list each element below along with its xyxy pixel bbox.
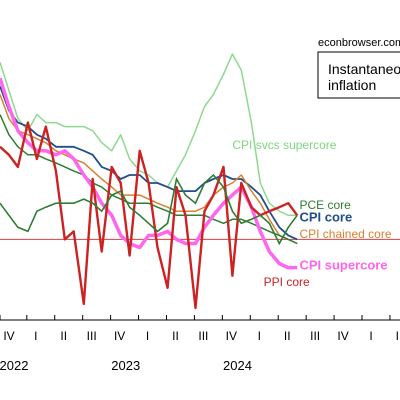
x-tick-label: III: [310, 329, 320, 343]
x-tick-label: II: [172, 329, 179, 343]
title-box: [317, 51, 400, 99]
x-tick-label: II: [60, 329, 67, 343]
x-tick-label: IV: [3, 329, 14, 343]
source-label: econbrowser.com: [318, 37, 400, 49]
x-tick-label: II: [284, 329, 291, 343]
series-label-pce-core: PCE core: [299, 198, 351, 212]
series-label-cpi-svcs-supercore: CPI svcs supercore: [232, 138, 336, 152]
tick-labels: IVIIIIIIIVIIIIIIIVIIIIIIIVIII20222023202…: [0, 315, 400, 373]
x-tick-label: IV: [114, 329, 125, 343]
chart-title-line1: Instantaneous: [328, 61, 400, 77]
x-tick-label: I: [258, 329, 261, 343]
series-line-pce-core-monthly: [0, 173, 298, 246]
series-line-pce-core: [0, 114, 298, 245]
chart-title: Instantaneous inflation: [328, 61, 400, 93]
x-year-label: 2024: [223, 358, 252, 373]
x-year-label: 2023: [111, 358, 140, 373]
x-tick-label: IV: [337, 329, 348, 343]
series-line-ppi-core: [0, 121, 299, 310]
chart-title-line2: inflation: [328, 77, 376, 93]
x-year-label: 2022: [0, 358, 28, 373]
series-label-cpi-supercore: CPI supercore: [299, 258, 387, 273]
series-layer: [0, 53, 400, 310]
series-line-cpi-svcs-supercore: [0, 53, 298, 217]
series-label-cpi-core: CPI core: [299, 209, 352, 224]
series-label-cpi-chained-core: CPI chained core: [299, 227, 391, 241]
x-tick-label: II: [396, 329, 400, 343]
x-tick-label: I: [369, 329, 372, 343]
x-tick-label: I: [146, 329, 149, 343]
x-tick-label: IV: [226, 329, 237, 343]
x-tick-label: III: [198, 329, 208, 343]
series-labels: CPI svcs supercore CPI core CPI chained co…: [232, 138, 391, 289]
x-tick-label: I: [34, 329, 37, 343]
series-label-ppi-core: PPI core: [264, 275, 310, 289]
x-tick-label: III: [87, 329, 97, 343]
